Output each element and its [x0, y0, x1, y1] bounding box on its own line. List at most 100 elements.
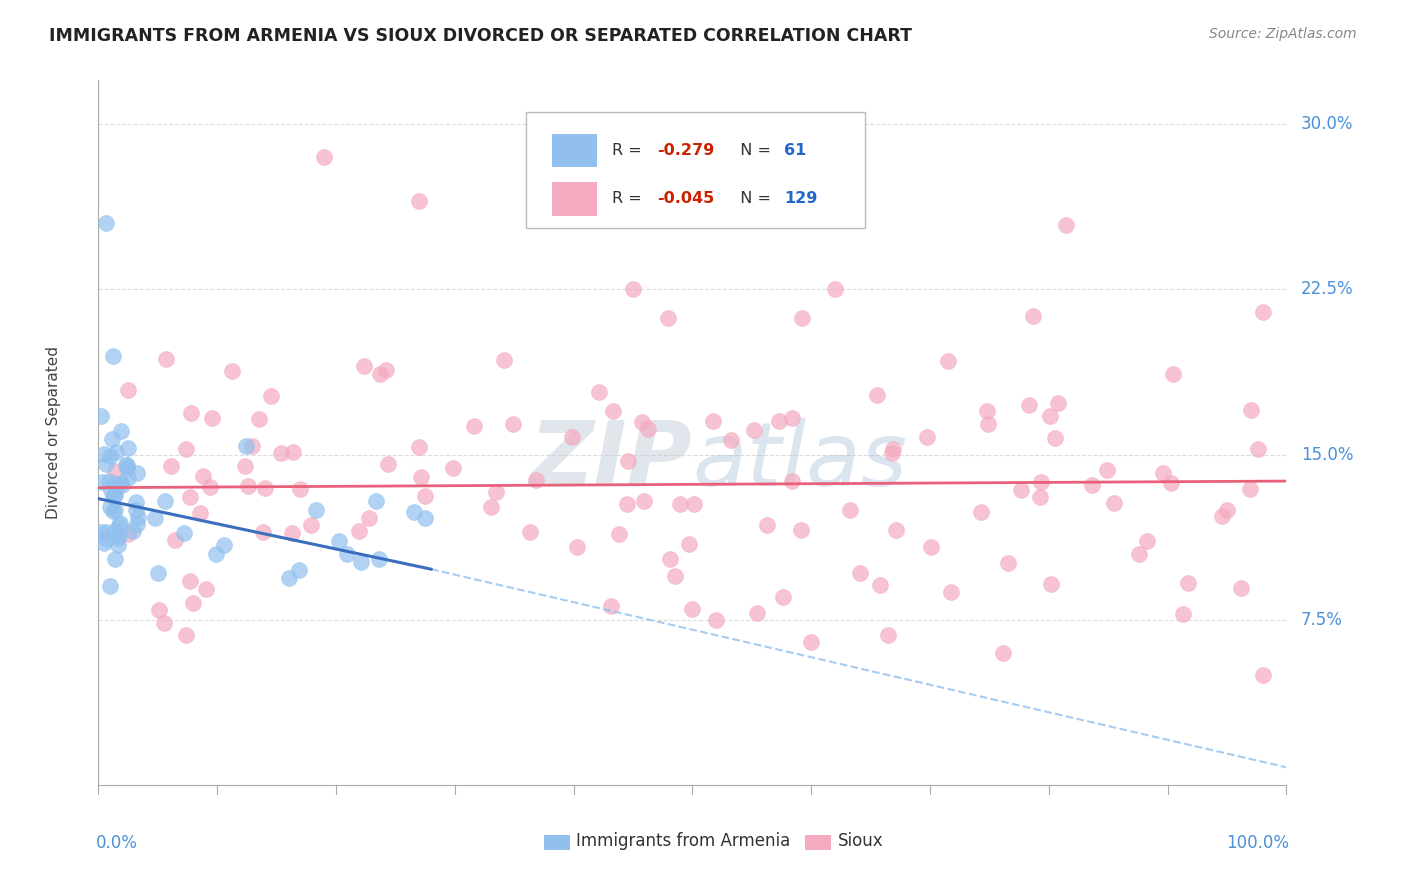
- Point: [94, 524, 117, 539]
- Text: 15.0%: 15.0%: [1301, 446, 1353, 464]
- Point: [107, 538, 129, 552]
- Point: [110, 475, 132, 490]
- Point: [1251, 668, 1274, 682]
- Point: [602, 403, 624, 417]
- Point: [704, 613, 727, 627]
- Point: [772, 590, 794, 604]
- Point: [349, 555, 371, 569]
- Point: [305, 503, 328, 517]
- Point: [194, 582, 217, 596]
- Point: [1043, 431, 1066, 445]
- Point: [720, 433, 742, 447]
- Point: [790, 311, 813, 326]
- Point: [104, 503, 127, 517]
- Point: [1047, 396, 1070, 410]
- Point: [235, 439, 257, 453]
- Point: [977, 417, 1000, 431]
- Text: Divorced or Separated: Divorced or Separated: [46, 346, 60, 519]
- Point: [278, 572, 301, 586]
- Point: [678, 537, 700, 551]
- Point: [117, 461, 139, 475]
- Point: [252, 525, 274, 540]
- Point: [254, 481, 277, 495]
- Point: [588, 384, 610, 399]
- Text: -0.045: -0.045: [657, 191, 714, 206]
- Point: [366, 494, 388, 508]
- Point: [849, 566, 872, 580]
- Text: 7.5%: 7.5%: [1301, 611, 1343, 629]
- Point: [107, 518, 129, 533]
- Point: [621, 283, 644, 297]
- Point: [260, 389, 283, 403]
- Point: [314, 150, 336, 164]
- Point: [616, 497, 638, 511]
- Point: [1136, 534, 1159, 549]
- Text: 129: 129: [785, 191, 817, 206]
- Point: [1211, 508, 1233, 523]
- Point: [163, 533, 186, 547]
- Point: [174, 628, 197, 642]
- Text: atlas: atlas: [692, 417, 907, 504]
- Bar: [544, 835, 569, 850]
- Point: [117, 383, 139, 397]
- Point: [561, 430, 583, 444]
- Point: [976, 404, 998, 418]
- Point: [104, 488, 127, 502]
- Point: [115, 458, 138, 473]
- Point: [91, 475, 114, 490]
- Text: Sioux: Sioux: [838, 832, 883, 850]
- Point: [1029, 475, 1052, 489]
- Point: [148, 603, 170, 617]
- Point: [1128, 547, 1150, 561]
- Text: 30.0%: 30.0%: [1301, 115, 1353, 133]
- Point: [481, 500, 503, 514]
- Point: [742, 424, 765, 438]
- Point: [368, 552, 391, 566]
- Point: [153, 616, 176, 631]
- Point: [104, 477, 127, 491]
- Point: [143, 511, 166, 525]
- Point: [970, 505, 993, 519]
- Point: [866, 388, 889, 402]
- Point: [93, 447, 115, 461]
- Point: [160, 458, 183, 473]
- Point: [669, 497, 692, 511]
- Point: [1010, 483, 1032, 497]
- Point: [997, 556, 1019, 570]
- Point: [682, 497, 704, 511]
- Point: [111, 478, 134, 492]
- Point: [100, 483, 122, 497]
- Text: R =: R =: [612, 143, 647, 158]
- Point: [174, 442, 197, 457]
- Point: [127, 466, 149, 480]
- Point: [240, 439, 263, 453]
- Point: [103, 504, 125, 518]
- Point: [939, 585, 962, 599]
- Point: [519, 525, 541, 540]
- Point: [117, 526, 139, 541]
- Point: [1177, 576, 1199, 591]
- Point: [288, 482, 311, 496]
- Point: [125, 503, 148, 517]
- Point: [1230, 581, 1253, 595]
- Point: [117, 441, 139, 455]
- Point: [97, 474, 120, 488]
- Point: [485, 484, 508, 499]
- Point: [1239, 482, 1261, 496]
- Point: [920, 540, 942, 554]
- Point: [657, 311, 679, 326]
- Point: [90, 525, 112, 540]
- Point: [631, 415, 654, 429]
- Point: [117, 471, 139, 485]
- Point: [336, 547, 359, 561]
- Point: [1029, 490, 1052, 504]
- Point: [90, 409, 112, 423]
- Point: [1039, 409, 1062, 423]
- Point: [153, 494, 176, 508]
- Point: [377, 457, 399, 471]
- Point: [1247, 442, 1270, 456]
- Point: [94, 216, 117, 230]
- Text: N =: N =: [731, 143, 776, 158]
- Point: [681, 601, 703, 615]
- Point: [98, 579, 121, 593]
